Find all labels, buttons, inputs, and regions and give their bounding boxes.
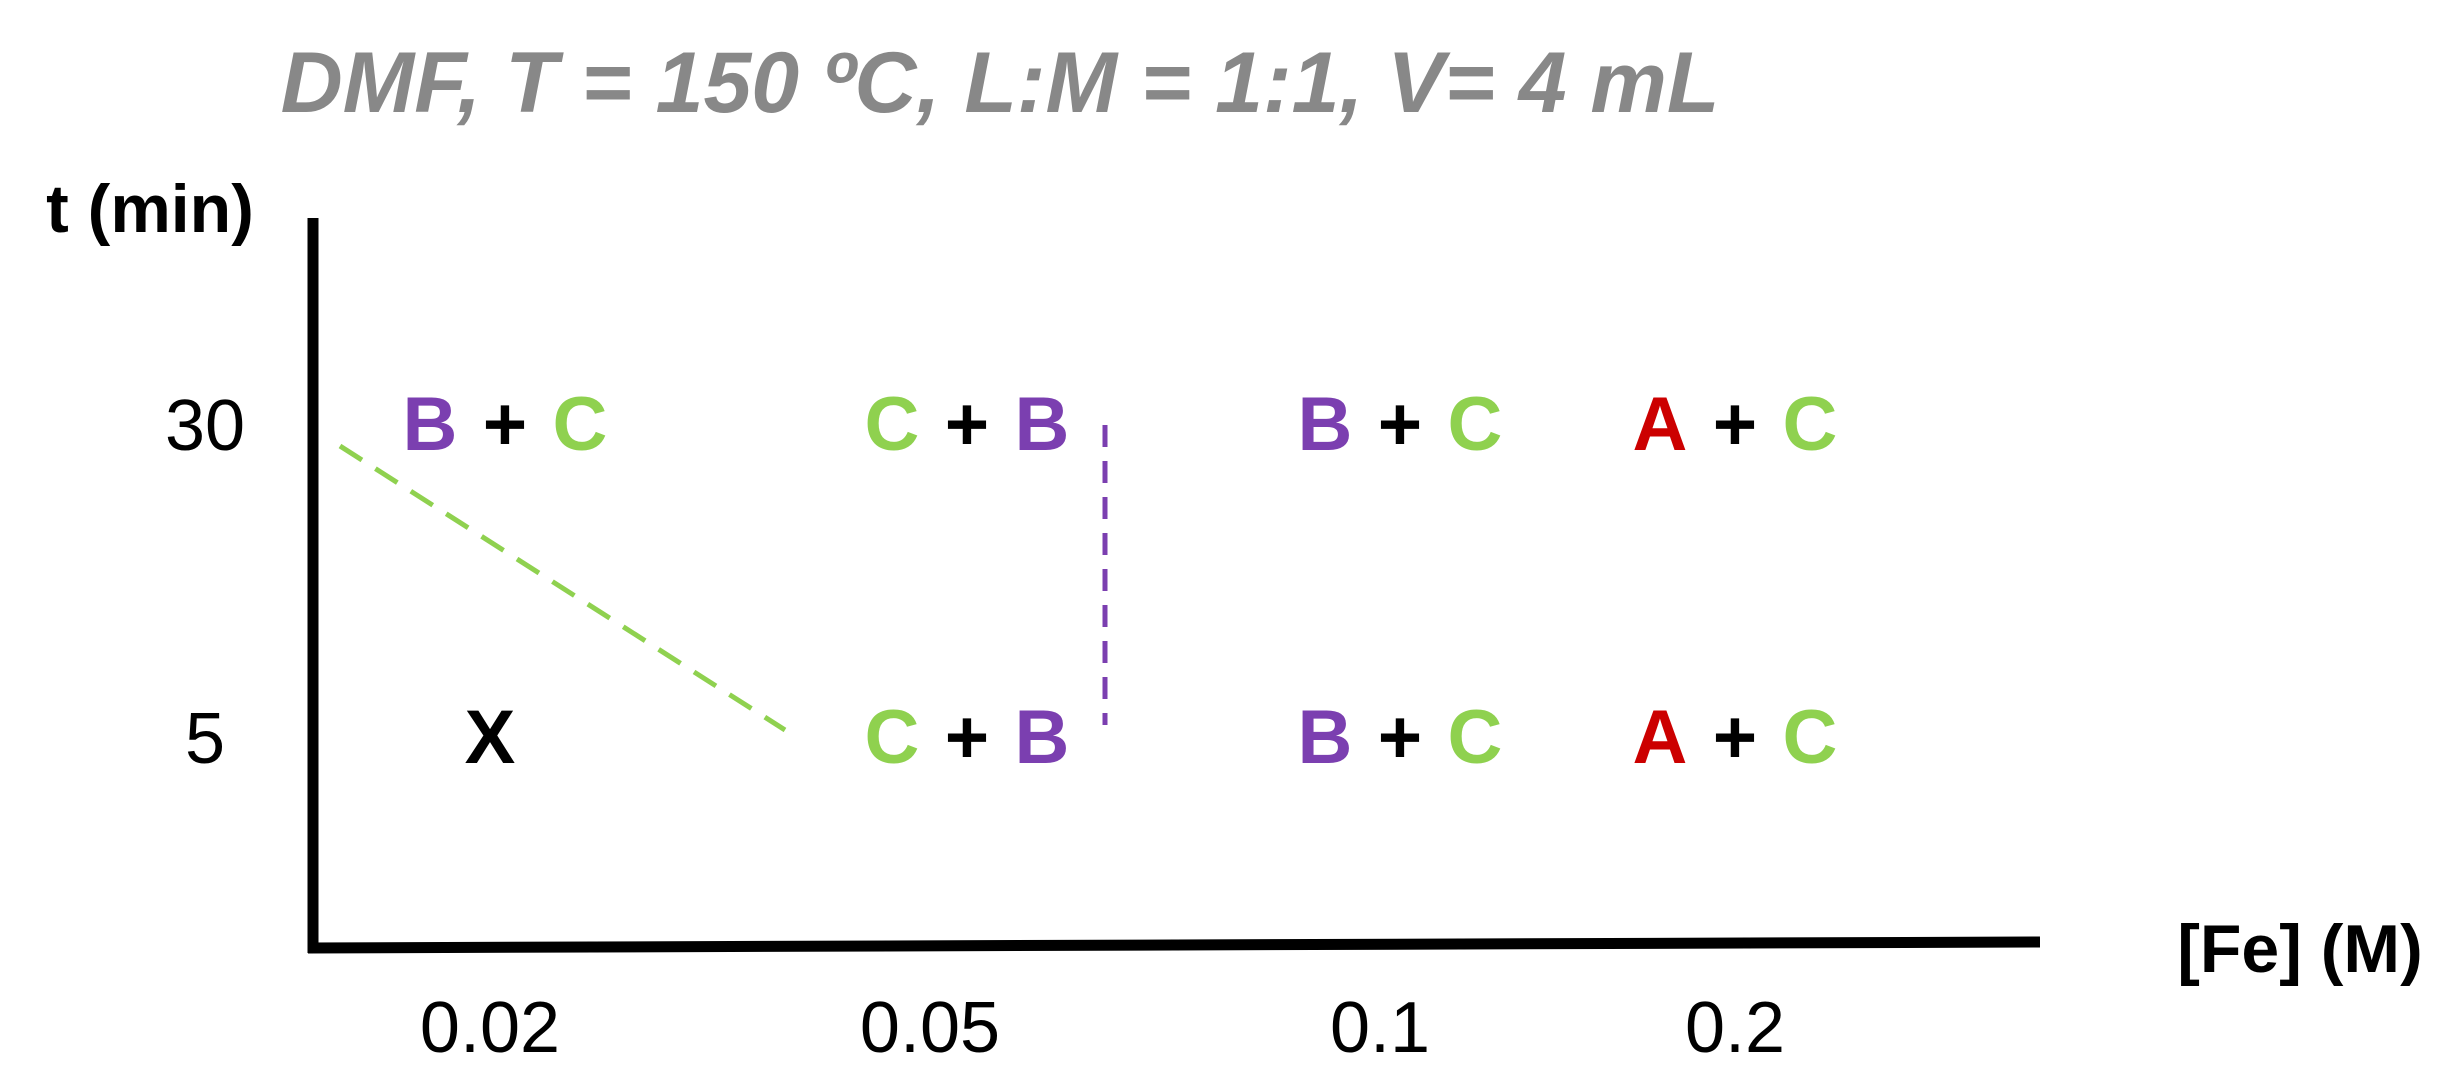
y-tick-30: 30 <box>165 386 245 466</box>
cell-7-plus: + <box>1713 695 1757 780</box>
cell-6-plus: + <box>1378 695 1422 780</box>
cell-4-phase-X: X <box>465 695 516 780</box>
x-tick-0.02: 0.02 <box>420 988 560 1068</box>
cell-7-phase-A: A <box>1633 695 1688 780</box>
cell-2-plus: + <box>1378 382 1422 467</box>
cell-5-plus: + <box>945 695 989 780</box>
x-axis-line <box>307 936 2041 954</box>
cell-7-phase-C: C <box>1783 695 1838 780</box>
cell-1-plus: + <box>945 382 989 467</box>
cell-5-phase-B: B <box>1015 695 1070 780</box>
cell-0-plus: + <box>483 382 527 467</box>
cell-2-phase-B: B <box>1298 382 1353 467</box>
cell-3-plus: + <box>1713 382 1757 467</box>
cell-3-phase-C: C <box>1783 382 1838 467</box>
cell-6-phase-C: C <box>1448 695 1503 780</box>
x-tick-0.1: 0.1 <box>1330 988 1430 1068</box>
composition-cells: B + C C + B B + C A + C X C + B B + C A + C <box>403 382 1838 780</box>
cell-5-phase-C: C <box>865 695 920 780</box>
cell-3-phase-A: A <box>1633 382 1688 467</box>
cell-1-phase-C: C <box>865 382 920 467</box>
cell-0-phase-C: C <box>553 382 608 467</box>
x-tick-0.2: 0.2 <box>1685 988 1785 1068</box>
y-axis-label: t (min) <box>46 171 254 247</box>
cell-0-phase-B: B <box>403 382 458 467</box>
diagram-title: DMF, T = 150 ºC, L:M = 1:1, V= 4 mL <box>281 35 1720 131</box>
x-tick-0.05: 0.05 <box>860 988 1000 1068</box>
cell-2-phase-C: C <box>1448 382 1503 467</box>
cell-1-phase-B: B <box>1015 382 1070 467</box>
cell-6-phase-B: B <box>1298 695 1353 780</box>
y-tick-5: 5 <box>185 699 225 779</box>
phase-boundary-green-dashed <box>338 443 787 733</box>
x-axis-label: [Fe] (M) <box>2177 911 2422 987</box>
